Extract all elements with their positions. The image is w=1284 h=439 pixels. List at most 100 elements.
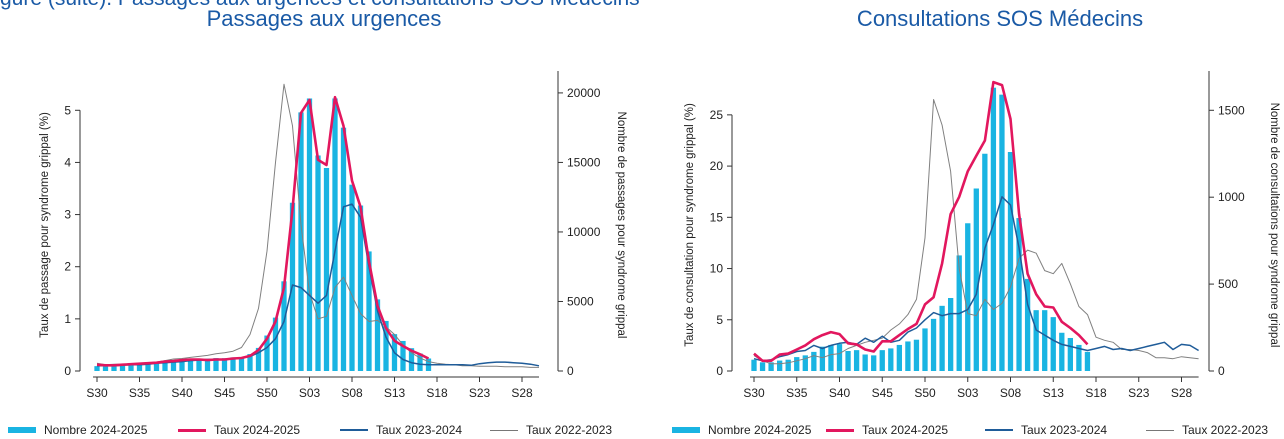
bar bbox=[400, 340, 406, 371]
bar bbox=[162, 361, 168, 371]
y2-tick-label: 0 bbox=[567, 364, 574, 378]
bar bbox=[836, 344, 843, 371]
y2-tick-label: 1500 bbox=[1218, 103, 1245, 117]
bar bbox=[417, 353, 423, 371]
bar bbox=[349, 184, 355, 371]
x-tick-label: S23 bbox=[469, 386, 491, 400]
x-tick-label: S28 bbox=[1171, 386, 1193, 400]
x-tick-label: S40 bbox=[829, 386, 851, 400]
legend-item-taux-2024: Taux 2024-2025 bbox=[178, 423, 300, 437]
bar bbox=[896, 344, 903, 371]
bar bbox=[768, 362, 774, 371]
bar bbox=[315, 155, 321, 371]
bar bbox=[973, 188, 979, 371]
bar bbox=[340, 127, 347, 372]
bar bbox=[947, 298, 954, 371]
bar bbox=[153, 363, 160, 371]
y-axis-right-label: Nombre de passages pour syndrome grippal bbox=[615, 112, 627, 339]
bar bbox=[102, 366, 109, 371]
bar bbox=[264, 335, 270, 371]
bar bbox=[1024, 278, 1031, 371]
x-tick-label: S30 bbox=[743, 386, 765, 400]
bar bbox=[888, 348, 894, 371]
x-tick-label: S45 bbox=[214, 386, 236, 400]
bar bbox=[1042, 310, 1048, 371]
bar bbox=[94, 366, 100, 371]
bar bbox=[785, 359, 791, 371]
bar bbox=[408, 348, 415, 371]
x-tick-label: S35 bbox=[129, 386, 151, 400]
bar bbox=[1033, 310, 1039, 371]
bar bbox=[776, 360, 783, 371]
y2-tick-label: 5000 bbox=[567, 294, 594, 308]
bar bbox=[298, 112, 304, 371]
y2-tick-label: 500 bbox=[1218, 277, 1238, 291]
bar bbox=[751, 359, 757, 371]
y2-tick-label: 20000 bbox=[567, 86, 601, 100]
y-tick-label: 20 bbox=[710, 159, 724, 173]
page-header-fragment: gure (suite). Passages aux urgences et c… bbox=[0, 0, 640, 11]
bar bbox=[999, 94, 1005, 372]
bar bbox=[374, 299, 381, 371]
bar bbox=[853, 350, 860, 371]
bar bbox=[1007, 152, 1014, 371]
x-tick-label: S45 bbox=[872, 386, 894, 400]
y-tick-label: 0 bbox=[716, 364, 723, 378]
bar bbox=[982, 153, 988, 371]
bar bbox=[811, 351, 817, 371]
legend-label: Taux 2022-2023 bbox=[526, 423, 613, 437]
y-tick-label: 0 bbox=[64, 364, 71, 378]
bar bbox=[111, 366, 117, 371]
legend-label: Taux 2024-2025 bbox=[214, 423, 301, 437]
x-tick-label: S13 bbox=[384, 386, 406, 400]
legend-swatch-red bbox=[826, 428, 854, 432]
y-tick-label: 10 bbox=[710, 262, 724, 276]
bar bbox=[383, 320, 389, 371]
legend-item-taux-2022: Taux 2022-2023 bbox=[1146, 423, 1268, 437]
bar bbox=[922, 328, 928, 371]
legend-swatch-red bbox=[178, 428, 206, 432]
y-tick-label: 5 bbox=[716, 313, 723, 327]
bar bbox=[1067, 337, 1074, 371]
legend-label: Taux 2022-2023 bbox=[1182, 423, 1269, 437]
y-tick-label: 3 bbox=[64, 208, 71, 222]
bar bbox=[1016, 218, 1022, 371]
bar bbox=[196, 358, 202, 371]
bar bbox=[965, 223, 971, 371]
x-tick-label: S18 bbox=[426, 386, 448, 400]
x-tick-label: S13 bbox=[1043, 386, 1065, 400]
bar bbox=[281, 281, 287, 371]
y2-tick-label: 10000 bbox=[567, 225, 601, 239]
chart-sos-medecins: 0 5 10 15 20 25 0 500 1000 1500 S30 S35 S40 S45 S50 S03… bbox=[684, 71, 1280, 400]
bar bbox=[179, 360, 185, 371]
bar bbox=[913, 339, 920, 371]
chart-title-urgences: Passages aux urgences bbox=[206, 6, 442, 31]
bar bbox=[828, 344, 834, 371]
bar bbox=[170, 361, 177, 371]
chart-urgences: 0 1 2 3 4 5 0 5000 10000 15000 20000 S30 S35 S40 S45 S5… bbox=[39, 71, 627, 400]
x-tick-label: S18 bbox=[1085, 386, 1107, 400]
bar bbox=[930, 318, 937, 371]
y-tick-label: 2 bbox=[64, 260, 71, 274]
bar bbox=[136, 364, 143, 371]
x-tick-label: S03 bbox=[299, 386, 321, 400]
legend-swatch-bars bbox=[8, 427, 36, 433]
legend-label: Taux 2023-2024 bbox=[376, 423, 463, 437]
bar bbox=[794, 357, 800, 371]
y-axis-right-label: Nombre de consultations pour syndrome gr… bbox=[1268, 103, 1280, 348]
bar bbox=[306, 98, 313, 371]
x-tick-label: S08 bbox=[1000, 386, 1022, 400]
bar bbox=[802, 355, 808, 371]
x-tick-label: S28 bbox=[511, 386, 533, 400]
y-axis-left-label: Taux de consultation pour syndrome gripp… bbox=[684, 103, 696, 347]
y-tick-label: 1 bbox=[64, 312, 71, 326]
bar bbox=[819, 346, 826, 371]
bar bbox=[204, 358, 211, 371]
bar bbox=[759, 362, 766, 371]
x-tick-label: S50 bbox=[914, 386, 936, 400]
legend-swatch-gray bbox=[1146, 429, 1174, 431]
bar bbox=[272, 317, 279, 371]
bar bbox=[255, 347, 262, 371]
bar bbox=[247, 354, 253, 371]
legend-swatch-bars bbox=[672, 427, 700, 433]
